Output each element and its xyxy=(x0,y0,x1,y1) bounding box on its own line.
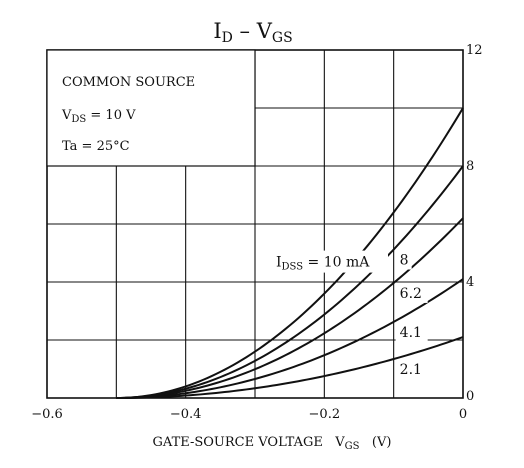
condition-vds-value: = 10 V xyxy=(86,108,136,123)
x-axis-label: GATE-SOURCE VOLTAGE VGS (V) xyxy=(153,435,392,452)
label-background xyxy=(395,322,428,342)
curves xyxy=(116,107,464,399)
curve-idss-10 xyxy=(116,107,464,399)
title-id-symbol: I xyxy=(213,19,221,43)
curve-label: 2.1 xyxy=(400,362,422,378)
curve-idss-8 xyxy=(116,165,464,399)
title-vgs-symbol: V xyxy=(256,19,273,43)
y-tick-label: 12 xyxy=(466,43,483,58)
x-tick-label: −0.6 xyxy=(31,407,63,422)
x-axis-label-symbol: V xyxy=(334,435,345,450)
x-axis-label-text: GATE-SOURCE VOLTAGE xyxy=(153,435,323,450)
title-vgs-subscript: GS xyxy=(272,30,293,46)
label-background xyxy=(395,360,428,380)
condition-common-source: COMMON SOURCE xyxy=(62,75,195,90)
axes: −0.6 −0.4 −0.2 0 0 4 8 12 xyxy=(31,43,482,422)
curve-labels: IDSS = 10 mA 8 6.2 4.1 2.1 xyxy=(272,250,428,380)
y-tick-label: 0 xyxy=(466,389,474,404)
x-tick-label: −0.2 xyxy=(309,407,341,422)
condition-vds: VDS = 10 V xyxy=(61,108,136,125)
curve-label: 4.1 xyxy=(400,325,422,341)
label-background xyxy=(395,283,428,303)
condition-ta: Ta = 25°C xyxy=(62,139,130,154)
condition-vds-subscript: DS xyxy=(71,114,86,125)
curve-label: 6.2 xyxy=(400,286,422,302)
condition-vds-symbol: V xyxy=(61,108,72,123)
title-dash: – xyxy=(240,19,251,43)
label-background xyxy=(272,250,388,273)
x-tick-label: 0 xyxy=(459,407,467,422)
curve-label-idss: IDSS = 10 mA xyxy=(276,255,370,273)
curve-idss-6-2 xyxy=(116,217,464,399)
label-background xyxy=(395,250,412,270)
y-tick-label: 8 xyxy=(466,159,474,174)
curve-idss-2-1 xyxy=(116,336,464,399)
chart-title: ID – VGS xyxy=(213,19,292,46)
conditions-box xyxy=(46,49,256,167)
x-tick-label: −0.4 xyxy=(170,407,202,422)
x-axis-label-unit: (V) xyxy=(372,435,392,450)
title-id-subscript: D xyxy=(222,30,233,46)
curve-label: 8 xyxy=(400,253,409,269)
x-axis-label-subscript: GS xyxy=(345,441,360,452)
y-tick-label: 4 xyxy=(466,275,474,290)
curve-idss-4-1 xyxy=(116,278,464,399)
